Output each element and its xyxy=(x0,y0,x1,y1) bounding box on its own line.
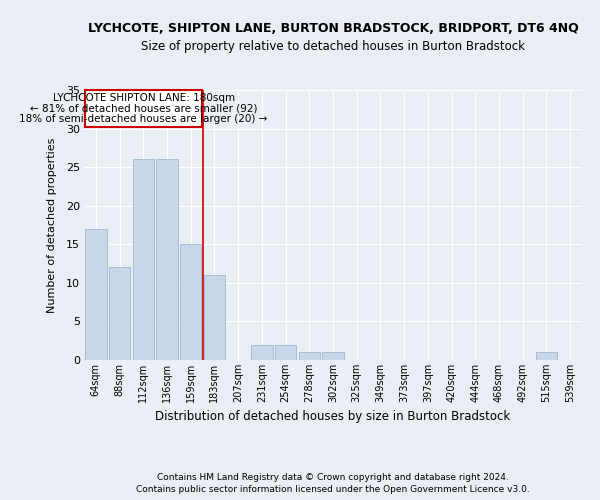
Text: 18% of semi-detached houses are larger (20) →: 18% of semi-detached houses are larger (… xyxy=(19,114,268,124)
Bar xyxy=(180,244,202,360)
Text: LYCHCOTE, SHIPTON LANE, BURTON BRADSTOCK, BRIDPORT, DT6 4NQ: LYCHCOTE, SHIPTON LANE, BURTON BRADSTOCK… xyxy=(88,22,578,36)
Bar xyxy=(322,352,344,360)
Text: LYCHCOTE SHIPTON LANE: 180sqm: LYCHCOTE SHIPTON LANE: 180sqm xyxy=(53,93,235,103)
Text: ← 81% of detached houses are smaller (92): ← 81% of detached houses are smaller (92… xyxy=(30,104,257,114)
Bar xyxy=(299,352,320,360)
Bar xyxy=(536,352,557,360)
Text: Contains HM Land Registry data © Crown copyright and database right 2024.: Contains HM Land Registry data © Crown c… xyxy=(157,472,509,482)
X-axis label: Distribution of detached houses by size in Burton Bradstock: Distribution of detached houses by size … xyxy=(155,410,511,424)
Text: Size of property relative to detached houses in Burton Bradstock: Size of property relative to detached ho… xyxy=(141,40,525,53)
Bar xyxy=(157,160,178,360)
Bar xyxy=(85,229,107,360)
Text: Contains public sector information licensed under the Open Government Licence v3: Contains public sector information licen… xyxy=(136,485,530,494)
Bar xyxy=(133,160,154,360)
Bar xyxy=(204,275,225,360)
Bar xyxy=(85,90,202,127)
Bar xyxy=(275,344,296,360)
Y-axis label: Number of detached properties: Number of detached properties xyxy=(47,138,58,312)
Bar xyxy=(109,268,130,360)
Bar xyxy=(251,344,272,360)
